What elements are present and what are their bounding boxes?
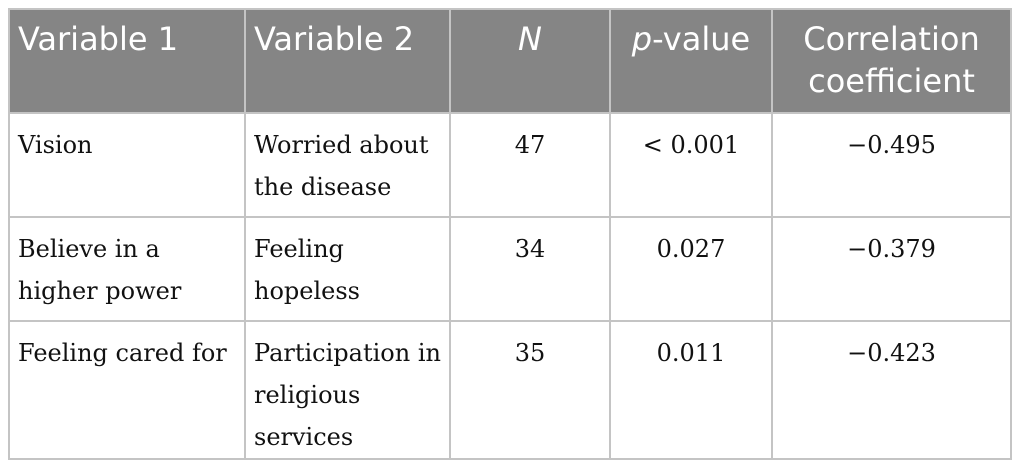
header-n-label: N bbox=[518, 20, 542, 58]
cell-correlation: −0.423 bbox=[771, 320, 1012, 460]
cell-p-value: < 0.001 bbox=[609, 112, 773, 218]
header-p-italic: p bbox=[631, 20, 653, 58]
cell-p-value: 0.027 bbox=[609, 216, 773, 322]
cell-correlation: −0.495 bbox=[771, 112, 1012, 218]
table-row: Feeling cared for Participation in relig… bbox=[8, 320, 1012, 460]
header-row: Variable 1 Variable 2 N p-value Correlat… bbox=[8, 8, 1012, 114]
table-row: Believe in a higher power Feeling hopele… bbox=[8, 216, 1012, 322]
table-header: Variable 1 Variable 2 N p-value Correlat… bbox=[8, 8, 1012, 114]
cell-variable-2: Participation in religious services bbox=[244, 320, 451, 460]
cell-variable-1: Vision bbox=[8, 112, 246, 218]
cell-variable-1: Feeling cared for bbox=[8, 320, 246, 460]
header-p-rest: -value bbox=[652, 20, 751, 58]
cell-variable-1: Believe in a higher power bbox=[8, 216, 246, 322]
cell-n: 34 bbox=[449, 216, 611, 322]
cell-variable-2: Worried about the disease bbox=[244, 112, 451, 218]
header-p-value: p-value bbox=[609, 8, 773, 114]
header-variable-1: Variable 1 bbox=[8, 8, 246, 114]
cell-n: 35 bbox=[449, 320, 611, 460]
table-body: Vision Worried about the disease 47 < 0.… bbox=[8, 112, 1012, 460]
header-n: N bbox=[449, 8, 611, 114]
correlation-table: Variable 1 Variable 2 N p-value Correlat… bbox=[8, 8, 1012, 460]
cell-n: 47 bbox=[449, 112, 611, 218]
cell-correlation: −0.379 bbox=[771, 216, 1012, 322]
header-variable-2: Variable 2 bbox=[244, 8, 451, 114]
table-row: Vision Worried about the disease 47 < 0.… bbox=[8, 112, 1012, 218]
cell-p-value: 0.011 bbox=[609, 320, 773, 460]
cell-variable-2: Feeling hopeless bbox=[244, 216, 451, 322]
header-correlation-coefficient: Correlation coefficient bbox=[771, 8, 1012, 114]
correlation-table-container: Variable 1 Variable 2 N p-value Correlat… bbox=[8, 8, 1012, 460]
